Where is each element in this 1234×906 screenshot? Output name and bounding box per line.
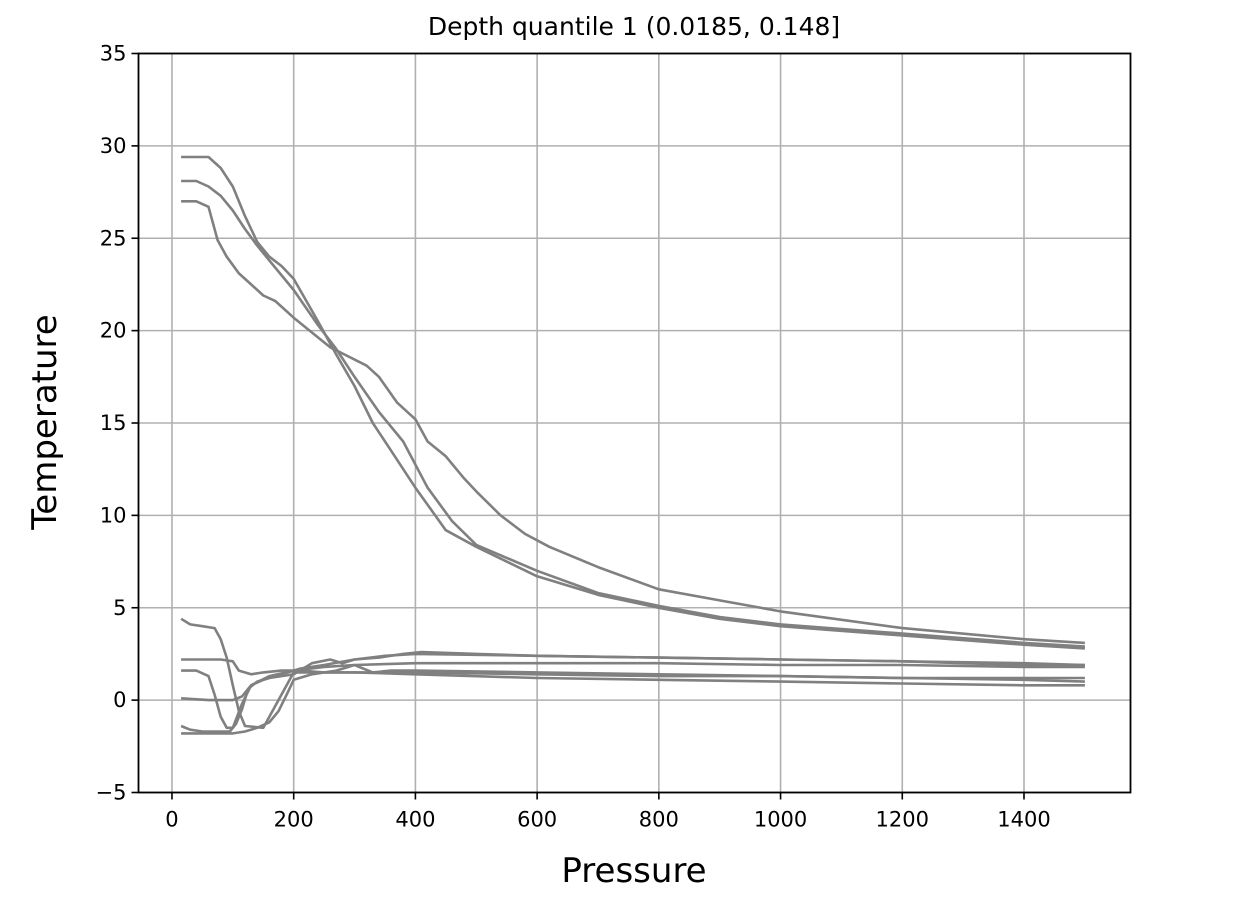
- series-line-4: [180, 617, 1085, 730]
- y-tick-label: 30: [100, 134, 127, 158]
- x-axis-label: Pressure: [561, 851, 706, 891]
- series-line-1: [181, 155, 1085, 650]
- x-tick-label: 600: [517, 808, 557, 832]
- x-tick-label: 0: [165, 808, 178, 832]
- y-tick-label: 5: [113, 596, 126, 620]
- series-line-9: [181, 663, 1085, 735]
- x-tick-label: 1000: [754, 808, 807, 832]
- y-tick-label: −5: [96, 781, 127, 805]
- chart-title: Depth quantile 1 (0.0185, 0.148]: [428, 12, 840, 41]
- y-tick-label: 10: [100, 503, 127, 527]
- y-tick-label: 20: [100, 319, 127, 343]
- x-tick-label: 800: [639, 808, 679, 832]
- y-tick-label: 25: [100, 226, 127, 250]
- y-tick-label: 0: [113, 688, 126, 712]
- y-tick-label: 15: [100, 411, 127, 435]
- x-tick-label: 1400: [997, 808, 1050, 832]
- y-tick-label: 35: [100, 42, 127, 66]
- x-tick-label: 400: [395, 808, 435, 832]
- x-tick-label: 1200: [876, 808, 929, 832]
- series-group: [180, 155, 1085, 735]
- series-line-2: [181, 179, 1085, 648]
- y-axis-label: Temperature: [25, 314, 65, 530]
- series-line-3: [181, 200, 1085, 645]
- series-line-8: [180, 650, 1085, 733]
- x-tick-label: 200: [274, 808, 314, 832]
- ticks: 0 200 400 600 800 1000 1200 1400 −5 0 5 10 15 20 25 30 3…: [96, 42, 1051, 832]
